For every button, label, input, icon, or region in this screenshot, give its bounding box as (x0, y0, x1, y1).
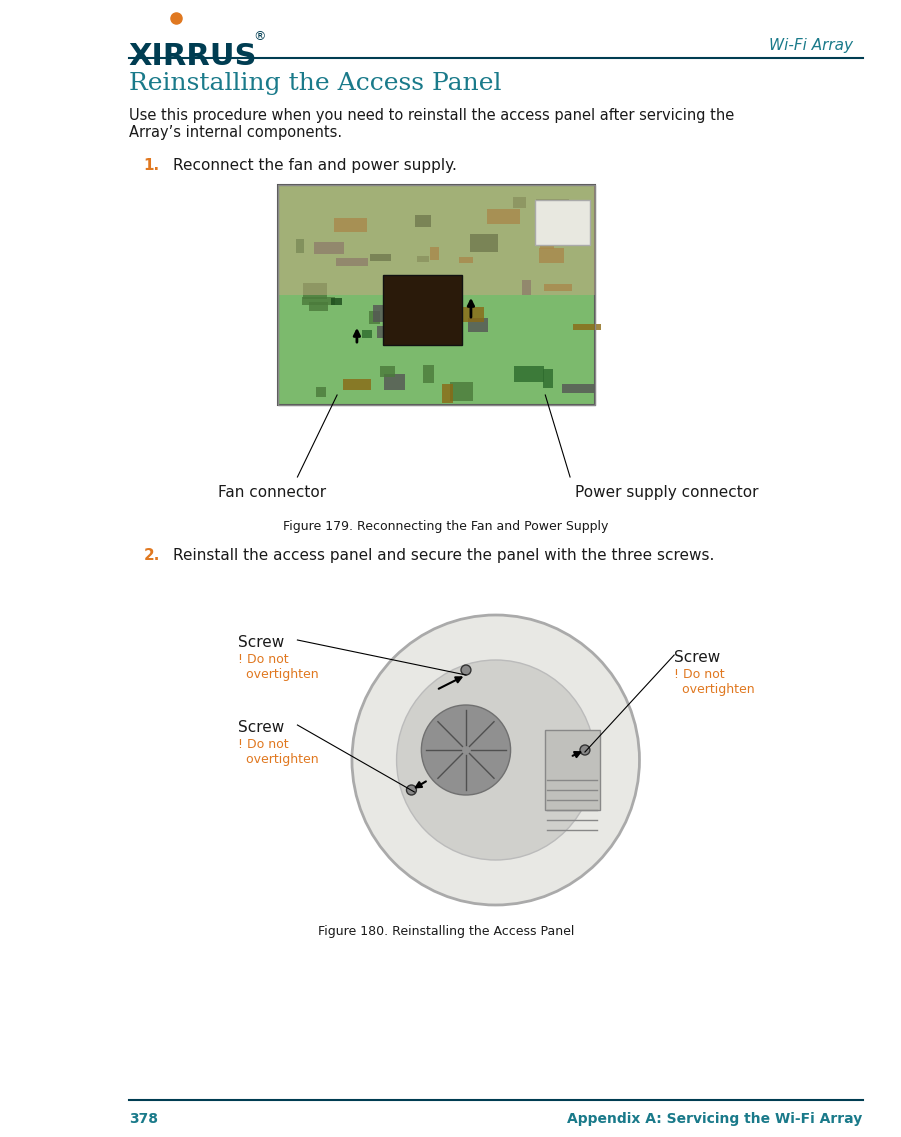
FancyBboxPatch shape (304, 283, 327, 299)
FancyBboxPatch shape (459, 257, 473, 263)
FancyBboxPatch shape (278, 185, 595, 294)
Text: XIRRUS: XIRRUS (129, 42, 258, 70)
FancyBboxPatch shape (316, 387, 326, 397)
Text: Reconnect the fan and power supply.: Reconnect the fan and power supply. (174, 158, 458, 173)
FancyBboxPatch shape (468, 318, 487, 332)
FancyBboxPatch shape (303, 297, 335, 305)
FancyBboxPatch shape (278, 185, 595, 405)
FancyBboxPatch shape (541, 235, 554, 249)
Circle shape (580, 745, 590, 755)
FancyBboxPatch shape (362, 330, 372, 338)
FancyBboxPatch shape (377, 326, 388, 338)
Circle shape (422, 705, 511, 795)
FancyBboxPatch shape (309, 302, 328, 312)
Text: Screw: Screw (238, 720, 284, 735)
Text: Fan connector: Fan connector (218, 485, 326, 500)
Text: ! Do not
  overtighten: ! Do not overtighten (238, 653, 319, 681)
FancyBboxPatch shape (487, 209, 520, 224)
Text: Appendix A: Servicing the Wi-Fi Array: Appendix A: Servicing the Wi-Fi Array (568, 1112, 862, 1126)
FancyBboxPatch shape (379, 366, 395, 377)
Text: ®: ® (253, 30, 265, 43)
FancyBboxPatch shape (450, 382, 473, 401)
FancyBboxPatch shape (332, 298, 342, 305)
FancyBboxPatch shape (336, 258, 368, 266)
FancyBboxPatch shape (415, 215, 432, 227)
FancyBboxPatch shape (470, 234, 497, 252)
FancyBboxPatch shape (540, 248, 564, 263)
FancyBboxPatch shape (544, 284, 572, 291)
Text: Screw: Screw (238, 634, 284, 650)
FancyBboxPatch shape (369, 312, 379, 324)
FancyBboxPatch shape (409, 330, 441, 346)
Text: ! Do not
  overtighten: ! Do not overtighten (674, 669, 755, 696)
Text: Figure 179. Reconnecting the Fan and Power Supply: Figure 179. Reconnecting the Fan and Pow… (284, 520, 609, 533)
FancyBboxPatch shape (442, 384, 453, 402)
Text: Reinstalling the Access Panel: Reinstalling the Access Panel (129, 72, 501, 96)
Circle shape (396, 659, 595, 860)
FancyBboxPatch shape (408, 287, 441, 298)
Circle shape (406, 785, 416, 795)
Text: Use this procedure when you need to reinstall the access panel after servicing t: Use this procedure when you need to rein… (129, 108, 734, 140)
Text: Reinstall the access panel and secure the panel with the three screws.: Reinstall the access panel and secure th… (174, 548, 714, 563)
FancyBboxPatch shape (523, 280, 532, 294)
FancyBboxPatch shape (543, 370, 553, 388)
FancyBboxPatch shape (514, 366, 544, 382)
FancyBboxPatch shape (296, 239, 305, 254)
FancyBboxPatch shape (343, 379, 371, 390)
Text: ! Do not
  overtighten: ! Do not overtighten (238, 738, 319, 766)
Text: 2.: 2. (144, 548, 160, 563)
FancyBboxPatch shape (369, 254, 391, 262)
FancyBboxPatch shape (573, 324, 601, 330)
FancyBboxPatch shape (314, 242, 344, 254)
FancyBboxPatch shape (536, 199, 569, 211)
FancyBboxPatch shape (383, 275, 462, 345)
Circle shape (352, 615, 640, 905)
Text: 378: 378 (129, 1112, 158, 1126)
Text: Screw: Screw (674, 650, 721, 665)
FancyBboxPatch shape (513, 197, 526, 208)
FancyBboxPatch shape (373, 305, 387, 322)
FancyBboxPatch shape (334, 218, 367, 232)
Text: Figure 180. Reinstalling the Access Panel: Figure 180. Reinstalling the Access Pane… (318, 926, 574, 938)
FancyBboxPatch shape (384, 374, 405, 390)
Text: Power supply connector: Power supply connector (575, 485, 759, 500)
FancyBboxPatch shape (431, 247, 439, 260)
FancyBboxPatch shape (417, 256, 429, 262)
Text: Wi-Fi Array: Wi-Fi Array (769, 38, 852, 53)
FancyBboxPatch shape (423, 365, 434, 383)
FancyBboxPatch shape (562, 384, 594, 393)
FancyBboxPatch shape (545, 730, 600, 810)
FancyBboxPatch shape (460, 307, 484, 322)
FancyBboxPatch shape (535, 200, 590, 244)
Circle shape (461, 665, 471, 675)
Text: 1.: 1. (144, 158, 159, 173)
